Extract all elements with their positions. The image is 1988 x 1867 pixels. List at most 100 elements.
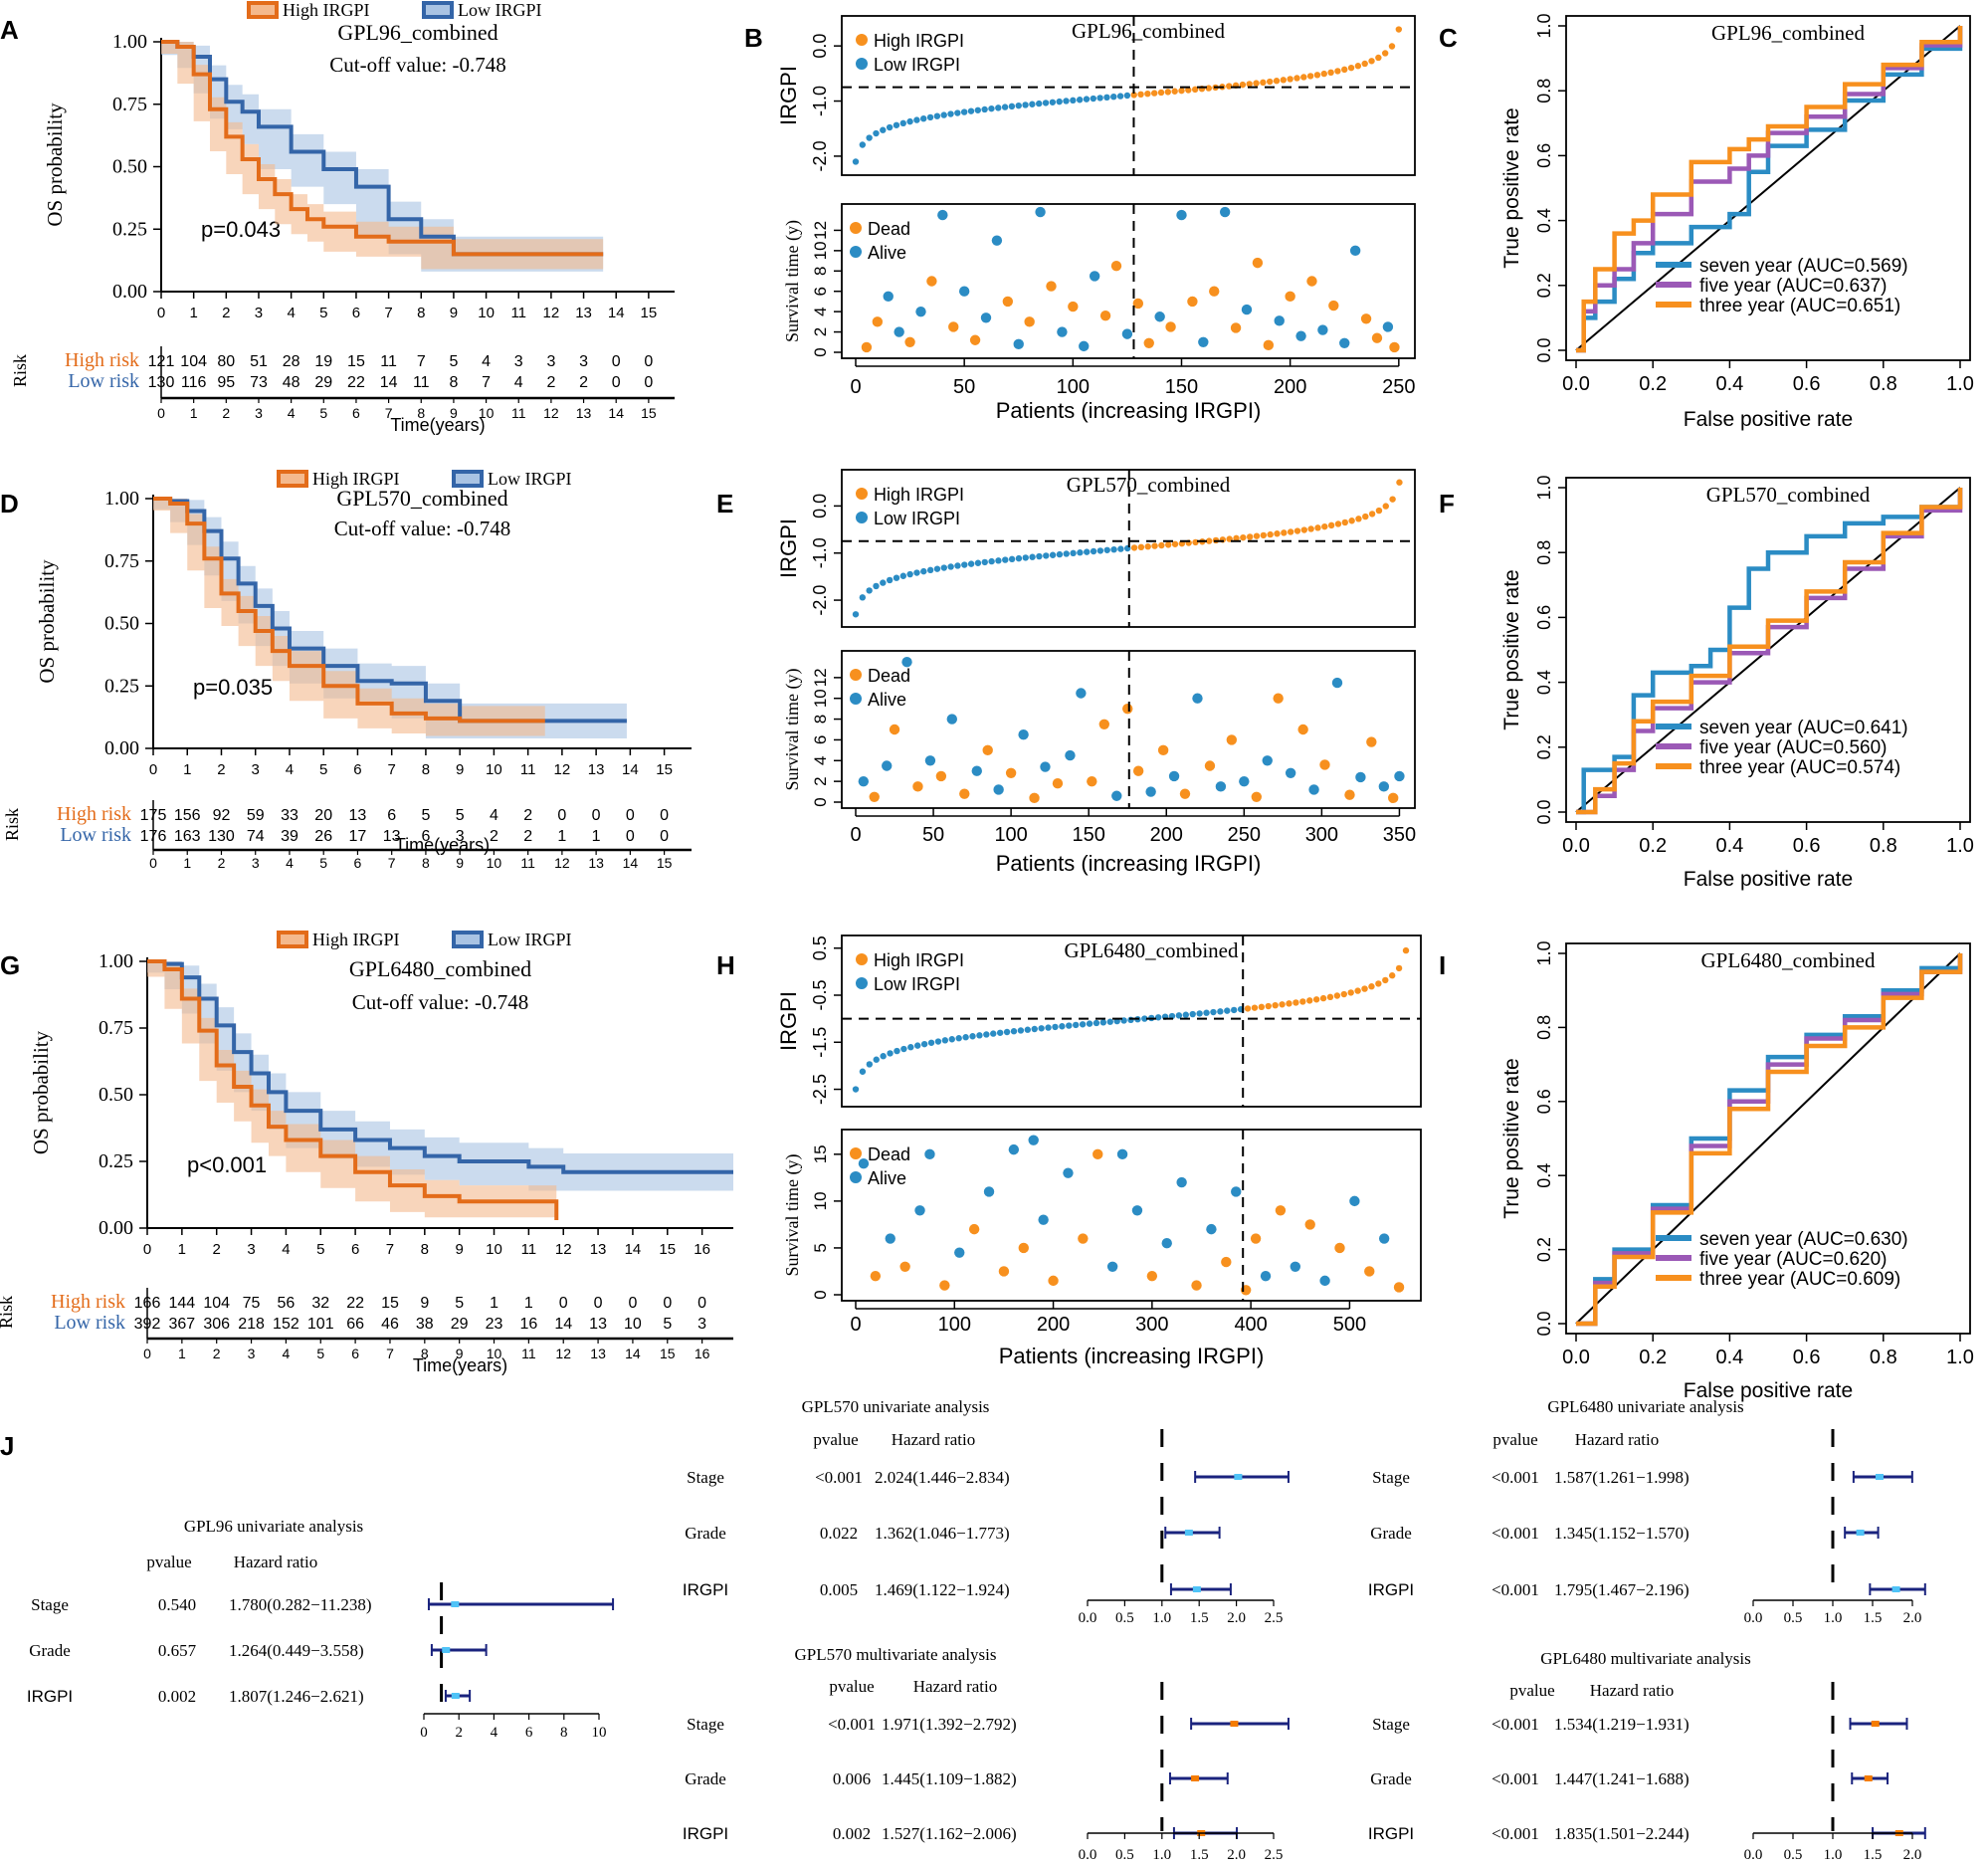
risk-x-tick-label: 12 (554, 855, 570, 871)
risk-score-point (1286, 1000, 1292, 1007)
risk-count-high: 4 (482, 353, 491, 370)
km-x-tick-label: 9 (455, 1241, 463, 1258)
legend-swatch-low (452, 931, 484, 948)
survival-point-dead (1263, 339, 1275, 351)
risk-score-point (1093, 1019, 1100, 1027)
risk-count-low: 29 (451, 1316, 469, 1333)
risk-score-point (1015, 554, 1023, 562)
survival-point-alive (914, 1205, 925, 1216)
survival-point-alive (1168, 770, 1180, 782)
survival-x-axis-label: Patients (increasing IRGPI) (999, 1344, 1265, 1368)
risk-score-point (1354, 63, 1362, 70)
risk-x-tick-label: 13 (590, 1346, 606, 1361)
forest-row-label: IRGPI (1368, 1824, 1414, 1843)
roc-y-tick-label: 0.2 (1534, 273, 1554, 298)
risk-score-point (866, 1061, 874, 1068)
survival-point-alive (1111, 790, 1122, 801)
risk-score-point (1154, 1014, 1162, 1021)
risk-score-point (1110, 545, 1117, 553)
roc-curve-three (1576, 488, 1963, 815)
legend-high-label: High IRGPI (874, 31, 964, 51)
legend-low-label: Low IRGPI (488, 930, 572, 949)
forest-gpl6480-multi: GPL6480 multivariate analysis pvalue Hazar… (1368, 1649, 1926, 1863)
km-y-axis-label: OS probability (29, 1030, 53, 1154)
km-x-tick-label: 11 (520, 761, 536, 778)
risk-count-low: 22 (347, 374, 365, 391)
risk-count-low: 130 (208, 828, 235, 845)
legend-swatch-high (277, 931, 308, 948)
risk-score-point (1334, 68, 1341, 75)
risk-x-tick-label: 10 (487, 1346, 502, 1361)
risk-score-point (1070, 97, 1077, 104)
risk-count-high: 20 (314, 807, 332, 824)
forest-row-label: Stage (687, 1468, 724, 1487)
risk-score-point (1244, 1005, 1252, 1012)
risk-x-tick-label: 10 (487, 855, 502, 871)
survival-point-dead (1068, 301, 1079, 312)
risk-dataset-title: GPL570_combined (1067, 473, 1231, 497)
legend-dot-dead (850, 222, 862, 234)
survival-point-alive (882, 760, 893, 771)
risk-score-point (1347, 989, 1354, 996)
forest-estimate-box (1234, 1474, 1243, 1480)
survival-point-alive (1378, 781, 1390, 792)
survival-y-tick-label: 5 (811, 1243, 830, 1252)
risk-score-point (1158, 541, 1165, 549)
risk-score-point (940, 564, 947, 571)
risk-count-high: 59 (247, 807, 265, 824)
risk-score-point (880, 1053, 887, 1060)
risk-score-point (1279, 1001, 1286, 1008)
survival-y-tick-label: 0 (811, 347, 830, 356)
survival-point-alive (1145, 786, 1156, 797)
roc-x-axis-label: False positive rate (1684, 1379, 1853, 1402)
survival-point-dead (1273, 693, 1284, 704)
survival-x-tick-label: 200 (1274, 376, 1306, 398)
risk-score-point (1375, 507, 1383, 515)
risk-score-point (1036, 552, 1043, 560)
forest-gpl96-uni: GPL96 univariate analysis pvalue Hazard ra… (27, 1517, 615, 1741)
risk-x-tick-label: 7 (385, 405, 393, 421)
survival-point-alive (1382, 321, 1394, 332)
survival-x-tick-label: 350 (1383, 824, 1416, 846)
panel-label-d: D (0, 489, 19, 519)
roc-x-tick-label: 0.4 (1715, 1347, 1743, 1368)
forest-x-tick-label: 1.0 (1824, 1847, 1843, 1863)
survival-frame (841, 1129, 1422, 1302)
legend-dot-dead (850, 1147, 862, 1159)
risk-count-low: 367 (169, 1316, 196, 1333)
forest-x-tick-label: 0 (420, 1725, 428, 1741)
roc-legend-label-five: five year (AUC=0.560) (1699, 737, 1888, 758)
forest-header-pvalue: pvalue (1509, 1681, 1554, 1700)
risk-score-point (1123, 92, 1131, 100)
forest-estimate-box (1875, 1474, 1884, 1480)
survival-point-alive (1355, 771, 1366, 783)
risk-score-point (1192, 538, 1199, 546)
risk-count-low: 13 (383, 828, 401, 845)
forest-x-tick-label: 2.5 (1265, 1610, 1284, 1626)
risk-score-point (1038, 1025, 1045, 1032)
forest-row-hr: 1.445(1.109−1.882) (882, 1769, 1017, 1788)
survival-x-tick-label: 150 (1165, 376, 1198, 398)
risk-x-tick-label: 0 (149, 855, 157, 871)
survival-point-dead (1251, 791, 1263, 802)
risk-y-tick-label: -1.0 (810, 537, 830, 568)
risk-count-low: 11 (413, 374, 430, 391)
forest-row-pvalue: 0.540 (158, 1595, 196, 1614)
forest-x-tick-label: 2.0 (1227, 1610, 1246, 1626)
roc-x-tick-label: 0.6 (1793, 373, 1821, 395)
survival-point-alive (946, 714, 957, 725)
survival-point-alive (1063, 1167, 1074, 1178)
survival-x-tick-label: 250 (1382, 376, 1415, 398)
risk-count-high: 4 (490, 807, 498, 824)
roc-x-tick-label: 0.0 (1562, 373, 1590, 395)
risk-count-low: 130 (148, 374, 175, 391)
risk-dataset-title: GPL96_combined (1072, 19, 1225, 43)
risk-count-high: 0 (612, 353, 621, 370)
risk-count-high: 6 (387, 807, 396, 824)
risk-score-point (887, 1050, 894, 1057)
survival-point-dead (1230, 322, 1242, 333)
risk-score-point (1299, 998, 1306, 1005)
survival-point-dead (1146, 1270, 1158, 1282)
km-p-value: p=0.043 (201, 217, 281, 242)
risk-score-point (1001, 104, 1009, 110)
